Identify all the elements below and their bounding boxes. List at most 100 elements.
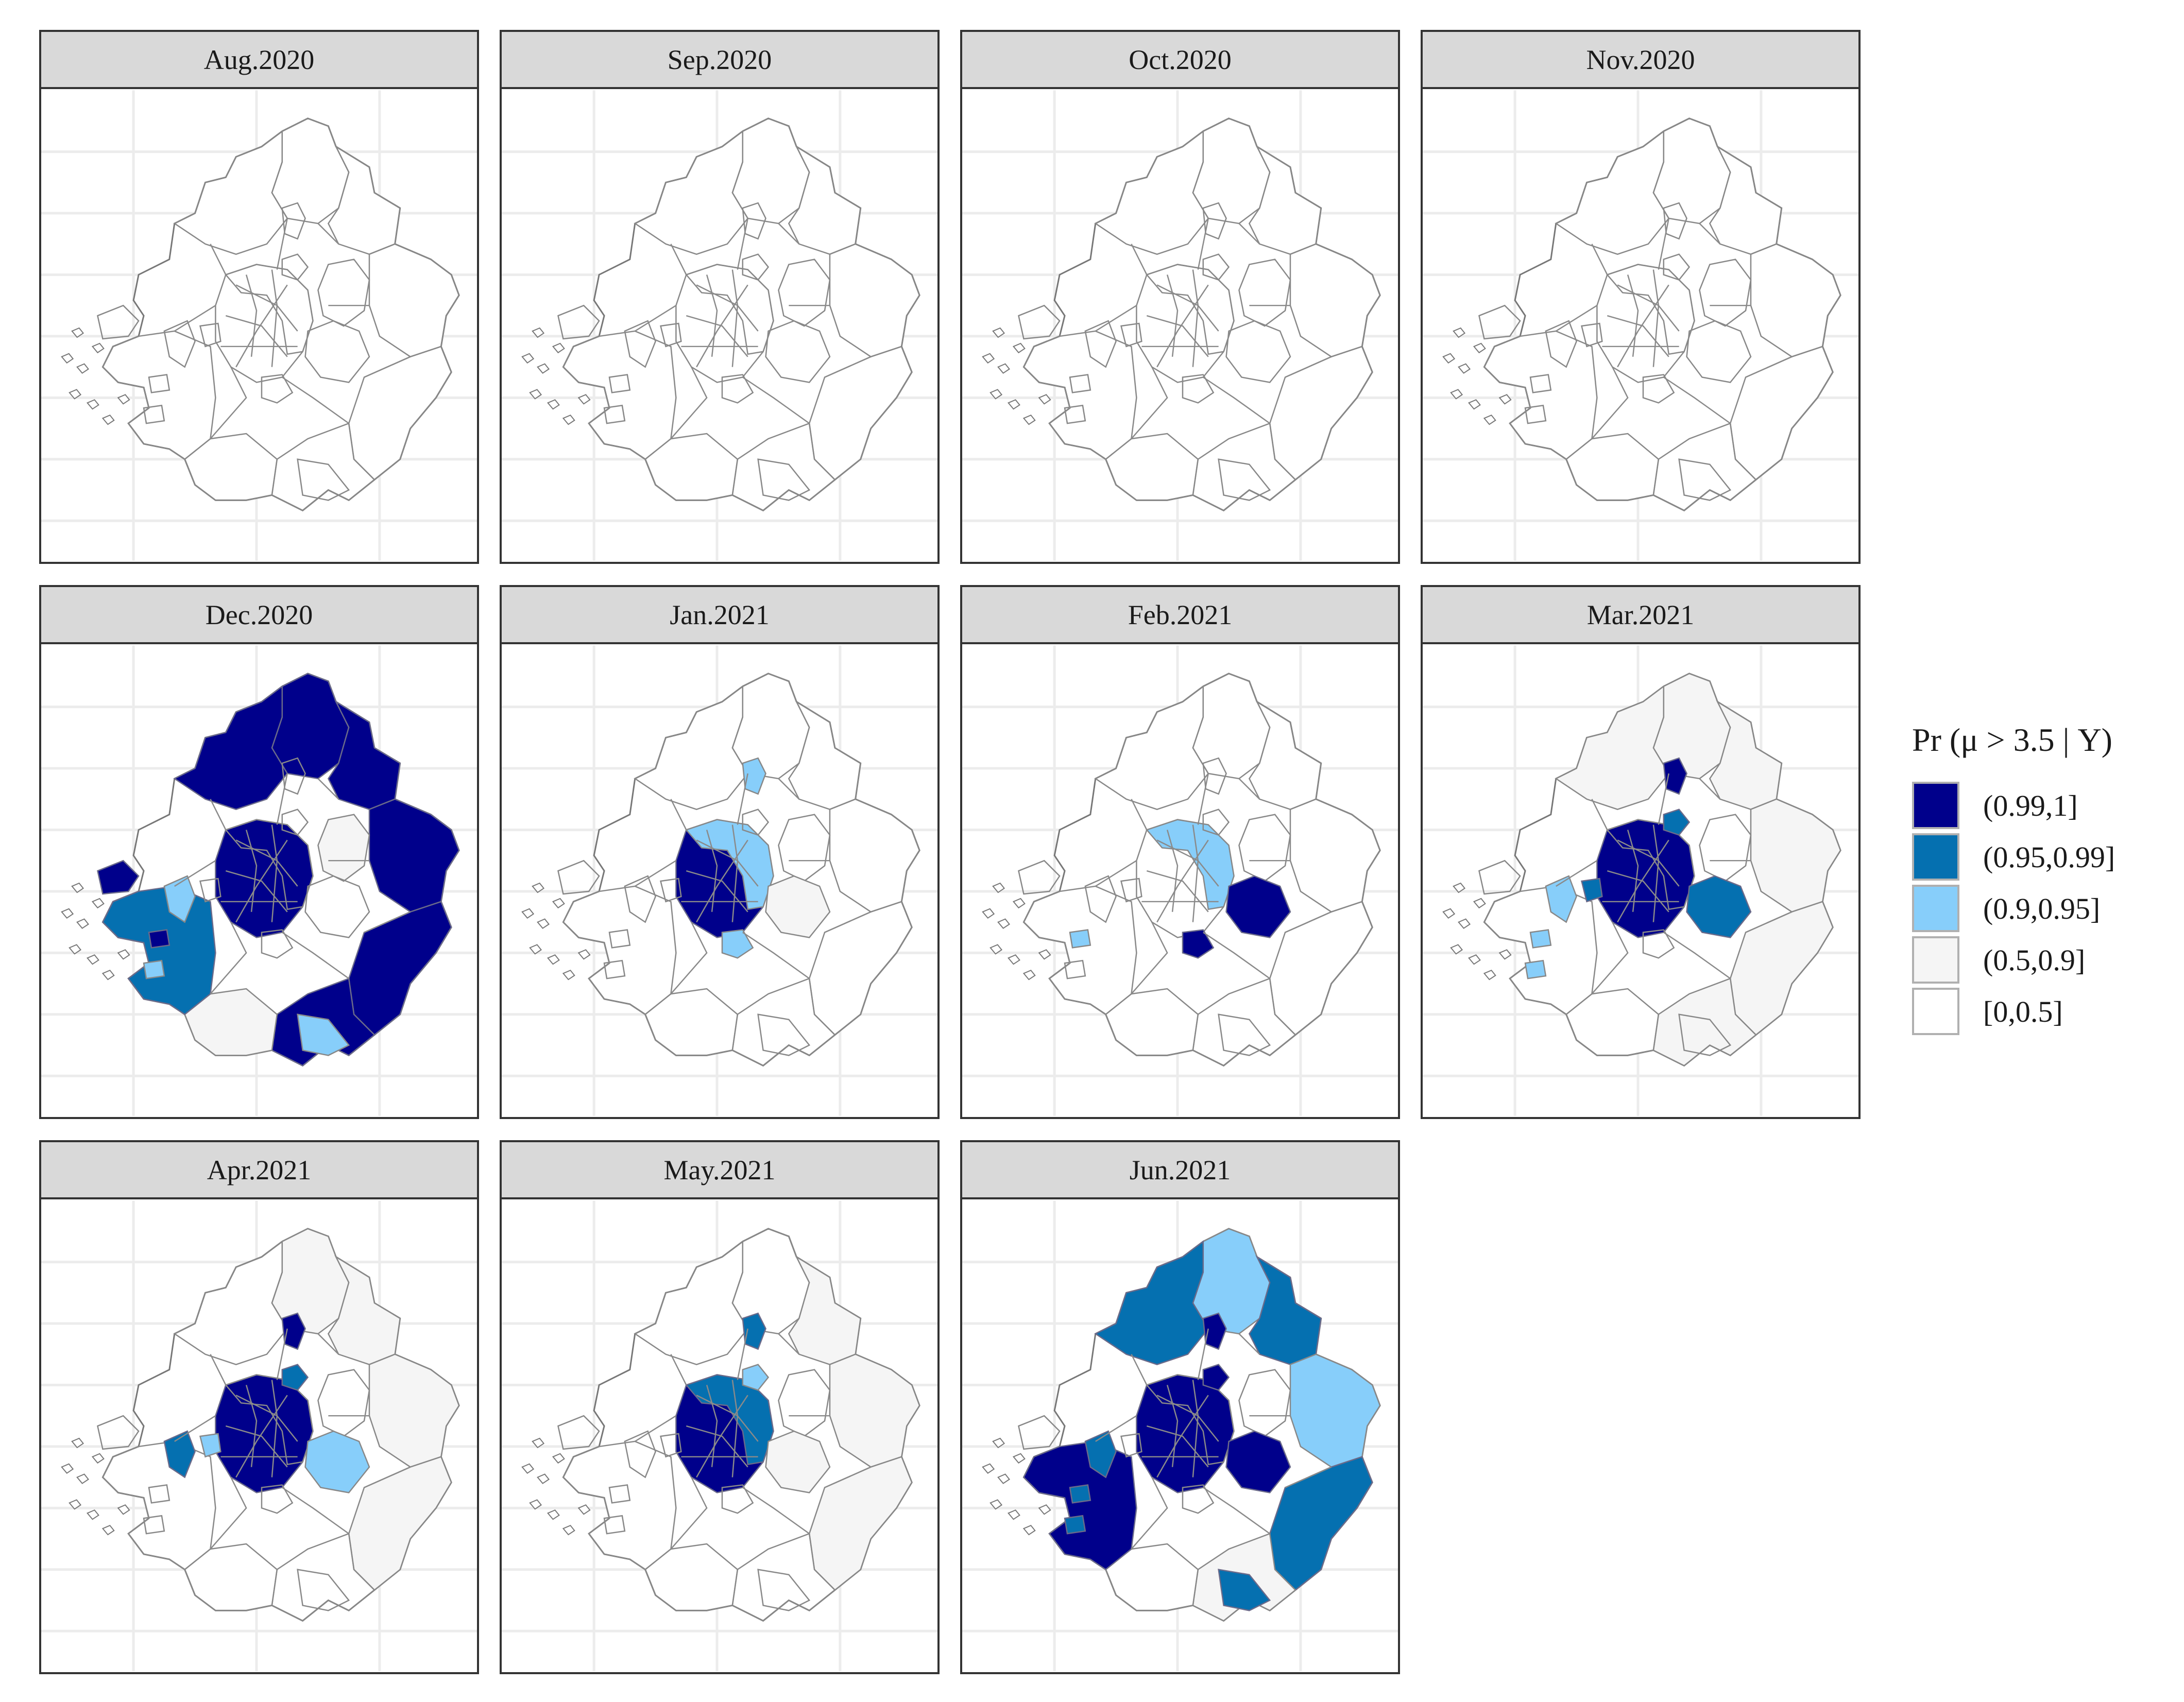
island	[91, 898, 105, 909]
island	[547, 399, 560, 410]
island	[997, 918, 1011, 929]
region-small-a	[608, 374, 631, 393]
region-northwest	[1094, 685, 1209, 810]
island	[577, 1504, 591, 1515]
region-south	[1652, 977, 1757, 1067]
legend-swatch	[1912, 885, 1959, 932]
island	[997, 363, 1011, 374]
district-boundary	[1095, 860, 1137, 887]
district-boundary	[317, 223, 339, 245]
region-south-inner	[1642, 374, 1675, 404]
island	[529, 1499, 542, 1510]
region-west	[562, 1440, 677, 1571]
district-boundary	[1197, 218, 1209, 270]
region-small-b	[143, 1515, 165, 1535]
legend-swatch	[1912, 988, 1959, 1035]
region-small-a	[1529, 929, 1552, 949]
district-boundary	[1699, 223, 1721, 245]
region-west-spot	[1120, 878, 1142, 903]
region-center-hole	[778, 1369, 831, 1437]
district-boundary	[364, 911, 411, 933]
region-small-a	[608, 1484, 631, 1504]
island	[532, 882, 545, 893]
island	[989, 944, 1003, 955]
island	[1450, 944, 1463, 955]
district-boundary	[174, 1415, 216, 1442]
island	[86, 954, 99, 965]
region-north-spot2	[1202, 253, 1230, 281]
map-panel: Aug.2020	[39, 30, 479, 564]
island	[1022, 414, 1036, 425]
district-boundary	[1238, 223, 1260, 245]
island	[1450, 389, 1463, 400]
island	[71, 1437, 84, 1449]
region-small-b	[1524, 959, 1547, 979]
region-center-hole	[1699, 259, 1752, 327]
region-west-spot	[199, 878, 221, 903]
region-incheon	[624, 875, 656, 923]
region-south-tip	[1218, 1013, 1271, 1056]
map-panel: Jun.2021	[960, 1140, 1400, 1674]
region-south-tip	[297, 458, 350, 501]
district-boundary	[1131, 922, 1168, 994]
district-boundary	[282, 932, 349, 979]
district-boundary	[670, 1477, 708, 1550]
region-ganghwa	[97, 304, 140, 340]
district-boundary	[235, 284, 288, 368]
region-outline	[1483, 117, 1841, 512]
district-boundary	[1166, 830, 1179, 912]
island	[1468, 399, 1481, 410]
region-north-spot	[281, 1312, 306, 1350]
island	[547, 1509, 560, 1520]
region-east-inner	[1686, 320, 1752, 383]
region-ganghwa	[97, 859, 140, 895]
region-center-hole	[317, 1369, 370, 1437]
region-small-a	[1069, 929, 1091, 949]
region-south	[1652, 422, 1757, 511]
region-north-spot	[281, 757, 306, 795]
panel-title: Apr.2021	[39, 1140, 479, 1199]
region-map	[502, 90, 937, 561]
district-boundary	[210, 1354, 227, 1386]
island	[117, 1504, 130, 1515]
district-boundary	[737, 773, 748, 825]
island	[86, 1509, 99, 1520]
island	[577, 394, 591, 405]
legend-item: (0.5,0.9]	[1912, 934, 2180, 986]
region-center-hole	[1238, 814, 1291, 882]
region-south-inner	[1182, 374, 1215, 404]
panel-title: Dec.2020	[39, 585, 479, 644]
region-small-b	[1064, 1515, 1086, 1535]
region-center-hole	[778, 259, 831, 327]
region-south-tip	[1678, 458, 1732, 501]
legend-item: [0,0.5]	[1912, 986, 2180, 1037]
island	[552, 1453, 565, 1464]
region-small-b	[603, 1515, 626, 1535]
map-area	[960, 644, 1400, 1119]
island	[71, 882, 84, 893]
island	[76, 1473, 90, 1484]
island	[1473, 898, 1486, 909]
district-boundary	[1166, 1385, 1179, 1467]
region-south	[271, 1533, 376, 1622]
region-small-b	[603, 959, 626, 979]
region-ganghwa	[557, 304, 600, 340]
island	[101, 414, 115, 425]
island	[86, 399, 99, 410]
region-west	[1022, 1440, 1137, 1571]
district-boundary	[1627, 830, 1639, 912]
district-boundary	[1699, 778, 1721, 800]
map-area	[500, 1199, 940, 1674]
region-ganghwa	[557, 1415, 600, 1450]
region-small-a	[1069, 1484, 1091, 1504]
island	[982, 908, 995, 919]
district-boundary	[706, 274, 718, 357]
legend-label: [0,0.5]	[1983, 994, 2063, 1028]
island	[1498, 394, 1512, 405]
map-area	[1421, 644, 1861, 1119]
map-panel: May.2021	[500, 1140, 940, 1674]
panel-title: Feb.2021	[960, 585, 1400, 644]
region-ganghwa	[1018, 304, 1061, 340]
region-south	[731, 422, 836, 511]
region-west	[101, 885, 216, 1016]
